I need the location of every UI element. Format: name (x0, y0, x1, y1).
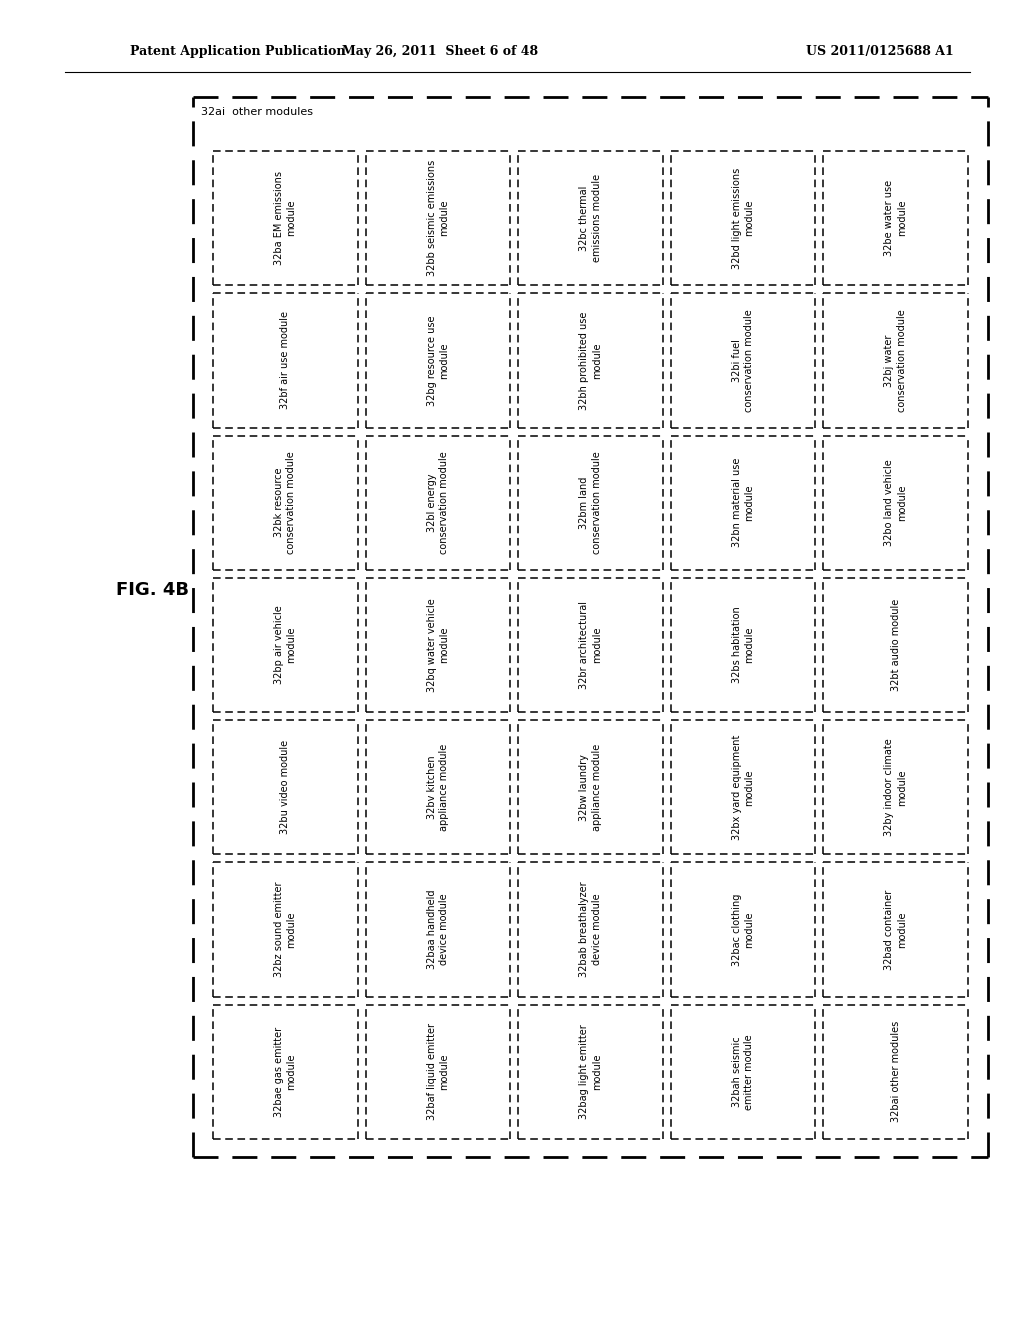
Text: May 26, 2011  Sheet 6 of 48: May 26, 2011 Sheet 6 of 48 (342, 45, 538, 58)
Text: 32by indoor climate
module: 32by indoor climate module (885, 738, 907, 836)
Text: 32bp air vehicle
module: 32bp air vehicle module (274, 606, 297, 684)
Text: 32bu video module: 32bu video module (281, 741, 290, 834)
Text: 32bm land
conservation module: 32bm land conservation module (580, 451, 602, 554)
Text: 32bs habitation
module: 32bs habitation module (732, 607, 755, 684)
Text: 32bd light emissions
module: 32bd light emissions module (732, 168, 755, 269)
Text: FIG. 4B: FIG. 4B (116, 581, 188, 599)
Text: 32bad container
module: 32bad container module (885, 890, 907, 970)
Text: 32bab breathalyzer
device module: 32bab breathalyzer device module (580, 882, 602, 977)
Text: 32bag light emitter
module: 32bag light emitter module (580, 1024, 602, 1119)
Text: 32bq water vehicle
module: 32bq water vehicle module (427, 598, 450, 692)
Text: 32bah seismic
emitter module: 32bah seismic emitter module (732, 1034, 755, 1110)
Text: 32bl energy
conservation module: 32bl energy conservation module (427, 451, 450, 554)
Text: 32bj water
conservation module: 32bj water conservation module (885, 309, 907, 412)
Text: 32bae gas emitter
module: 32bae gas emitter module (274, 1027, 297, 1117)
Text: 32baa handheld
device module: 32baa handheld device module (427, 890, 450, 969)
Text: 32ai  other modules: 32ai other modules (201, 107, 313, 117)
Text: 32bz sound emitter
module: 32bz sound emitter module (274, 882, 297, 977)
Text: 32bw laundry
appliance module: 32bw laundry appliance module (580, 743, 602, 830)
Text: 32bf air use module: 32bf air use module (281, 312, 290, 409)
Text: 32bc thermal
emissions module: 32bc thermal emissions module (580, 174, 602, 263)
Text: US 2011/0125688 A1: US 2011/0125688 A1 (806, 45, 954, 58)
Text: 32bg resource use
module: 32bg resource use module (427, 315, 450, 405)
Text: 32br architectural
module: 32br architectural module (580, 601, 602, 689)
Text: 32bac clothing
module: 32bac clothing module (732, 894, 755, 966)
Text: 32bh prohibited use
module: 32bh prohibited use module (580, 312, 602, 409)
Text: 32bb seismic emissions
module: 32bb seismic emissions module (427, 160, 450, 276)
Text: 32bn material use
module: 32bn material use module (732, 458, 755, 548)
Text: 32bx yard equipment
module: 32bx yard equipment module (732, 735, 755, 840)
Text: 32bai other modules: 32bai other modules (891, 1022, 901, 1122)
Text: 32ba EM emissions
module: 32ba EM emissions module (274, 172, 297, 265)
Text: 32bk resource
conservation module: 32bk resource conservation module (274, 451, 297, 554)
Text: 32be water use
module: 32be water use module (885, 180, 907, 256)
Text: 32baf liquid emitter
module: 32baf liquid emitter module (427, 1023, 450, 1121)
Text: 32bo land vehicle
module: 32bo land vehicle module (885, 459, 907, 546)
Text: 32bi fuel
conservation module: 32bi fuel conservation module (732, 309, 755, 412)
Text: Patent Application Publication: Patent Application Publication (130, 45, 345, 58)
Text: 32bv kitchen
appliance module: 32bv kitchen appliance module (427, 743, 450, 830)
Text: 32bt audio module: 32bt audio module (891, 599, 901, 692)
